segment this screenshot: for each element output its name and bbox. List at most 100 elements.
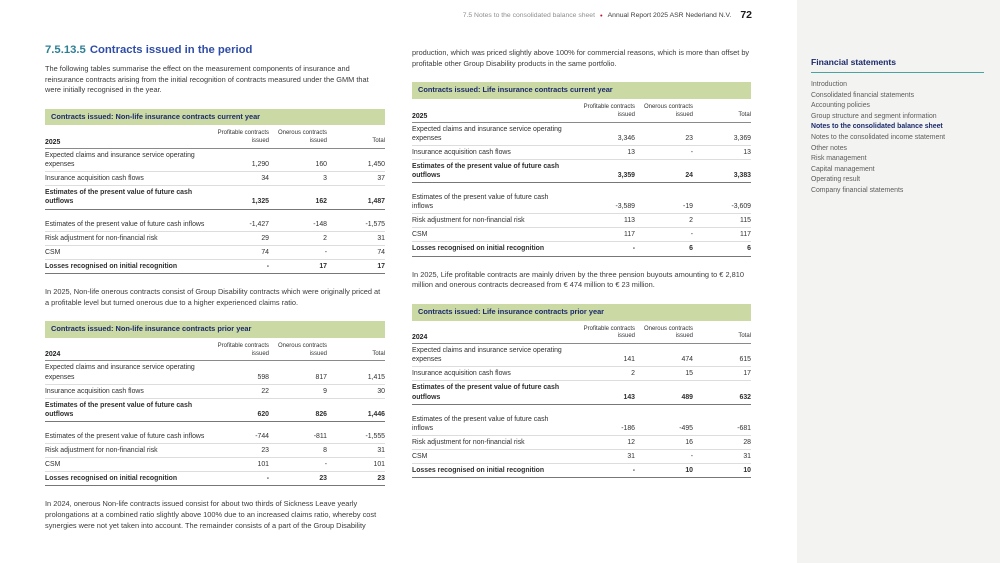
cell-value: 37	[377, 175, 385, 183]
column-header: Profitable contracts issued	[217, 130, 269, 145]
content-column-right: production, which was priced slightly ab…	[412, 48, 751, 491]
table-spacer	[412, 405, 751, 413]
column-header: Total	[372, 138, 385, 145]
cell-value: 598	[257, 373, 270, 381]
table-title: Contracts issued: Non-life insurance con…	[45, 108, 385, 126]
column-header: Total	[372, 350, 385, 357]
row-label: Losses recognised on initial recognition	[45, 475, 178, 483]
sidebar-item-introduction[interactable]: Introduction	[811, 81, 848, 88]
sidebar-item-notes-to-the-consolidated-income-statement[interactable]: Notes to the consolidated income stateme…	[811, 133, 946, 141]
cell-value: -	[690, 452, 693, 460]
sidebar-item-company-financial-statements[interactable]: Company financial statements	[811, 186, 904, 194]
row-label: Estimates of the present value of future…	[45, 401, 193, 418]
row-label: Insurance acquisition cash flows	[412, 370, 511, 378]
table-spacer	[45, 422, 385, 430]
report-title: Annual Report 2025 ASR Nederland N.V.	[607, 11, 732, 19]
content-column-left: 7.5.13.5 Contracts issued in the period T…	[45, 44, 385, 544]
cell-value: 3,383	[733, 171, 751, 179]
table-row: Risk adjustment for non-financial risk 23…	[45, 444, 385, 459]
row-label: Risk adjustment for non-financial risk	[45, 234, 158, 242]
cell-value: 34	[261, 175, 269, 183]
sidebar-items: Introduction Consolidated financial state…	[811, 80, 984, 197]
row-label: Estimates of the present value of future…	[45, 189, 193, 206]
table-header-row: 2024 Profitable contracts issued Onerous c…	[45, 338, 385, 362]
sidebar-item-risk-management[interactable]: Risk management	[811, 155, 867, 163]
cell-value: 3	[323, 175, 327, 183]
sidebar-item-operating-result[interactable]: Operating result	[811, 176, 861, 184]
cell-value: 101	[373, 461, 386, 469]
cell-value: 620	[257, 410, 270, 418]
cell-value: 1,450	[367, 161, 385, 169]
life-2025-note: In 2025, Life profitable contracts are m…	[412, 269, 744, 290]
table-row: Estimates of the present value of future…	[45, 430, 385, 445]
sidebar-item-other-notes[interactable]: Other notes	[811, 144, 848, 152]
sidebar-item-consolidated-financial-statements[interactable]: Consolidated financial statements	[811, 91, 915, 99]
cell-value: -1,575	[365, 220, 385, 228]
cell-value: 31	[377, 234, 385, 242]
cell-value: -	[690, 231, 693, 239]
cell-value: 17	[319, 262, 327, 270]
row-label: Expected claims and insurance service op…	[45, 152, 195, 169]
cell-value: 22	[261, 387, 269, 395]
page-number: 72	[740, 9, 752, 21]
row-label: CSM	[45, 248, 61, 256]
cell-value: 2	[323, 234, 327, 242]
cell-value: 23	[377, 475, 385, 483]
column-header: Onerous contracts issued	[277, 130, 327, 145]
cell-value: 1,415	[367, 373, 385, 381]
row-label: Estimates of the present value of future…	[45, 433, 205, 441]
row-label: CSM	[412, 231, 428, 239]
cell-value: -	[632, 245, 635, 253]
cell-value: 3,346	[617, 134, 635, 142]
sidebar-item-notes-to-the-consolidated-balance-sheet[interactable]: Notes to the consolidated balance sheet	[811, 123, 943, 131]
cell-value: -148	[313, 220, 327, 228]
table-row: CSM 74 - 74	[45, 246, 385, 260]
table-header-row: 2025 Profitable contracts issued Onerous c…	[412, 99, 751, 123]
cell-value: 141	[623, 356, 636, 364]
cell-value: 29	[261, 234, 269, 242]
cell-value: -	[632, 467, 635, 475]
table-row: Estimates of the present value of future…	[412, 191, 751, 215]
cell-value: -3,609	[731, 203, 751, 211]
cell-value: 115	[740, 217, 751, 225]
table-title: Contracts issued: Life insurance contrac…	[412, 303, 751, 321]
cell-value: 2	[631, 370, 635, 378]
table-row: Losses recognised on initial recognition…	[412, 242, 751, 257]
table-year-label: 2025	[45, 139, 61, 146]
column-header: Onerous contracts issued	[643, 103, 693, 118]
cell-value: 2	[689, 217, 693, 225]
table-row: Losses recognised on initial recognition…	[45, 472, 385, 487]
table-row: Expected claims and insurance service op…	[45, 149, 385, 173]
sidebar-title: Financial statements	[811, 57, 984, 73]
row-label: Estimates of the present value of future…	[412, 162, 560, 179]
sidebar-financial-statements: Financial statements Introduction Consoli…	[797, 0, 1000, 563]
cell-value: -744	[255, 433, 269, 441]
cell-value: 10	[743, 467, 751, 475]
table-year-label: 2024	[45, 351, 61, 359]
sidebar-item-group-structure-and-segment-information[interactable]: Group structure and segment information	[811, 112, 937, 120]
row-label: Losses recognised on initial recognition	[412, 245, 545, 253]
cell-value: 12	[627, 438, 635, 446]
table-header-row: 2024 Profitable contracts issued Onerous c…	[412, 321, 751, 345]
sidebar-item-capital-management[interactable]: Capital management	[811, 165, 875, 173]
cell-value: -	[324, 461, 327, 469]
table-row: Insurance acquisition cash flows 34 3 37	[45, 172, 385, 187]
cell-value: 13	[627, 148, 635, 156]
table-title: Contracts issued: Non-life insurance con…	[45, 321, 385, 338]
cell-value: 160	[315, 161, 328, 169]
table-header-row: 2025 Profitable contracts issued Onerous c…	[45, 125, 385, 149]
cell-value: 632	[739, 393, 752, 401]
table-nonlife-prior-year: Contracts issued: Non-life insurance con…	[45, 321, 386, 487]
section-heading: 7.5.13.5 Contracts issued in the period	[45, 44, 385, 57]
row-label: Estimates of the present value of future…	[412, 415, 549, 432]
column-header: Profitable contracts issued	[583, 103, 635, 118]
breadcrumb[interactable]: 7.5 Notes to the consolidated balance sh…	[462, 11, 595, 19]
cell-value: 817	[315, 373, 328, 381]
cell-value: -	[266, 262, 269, 270]
table-title: Contracts issued: Life insurance contrac…	[412, 82, 751, 99]
column-header: Onerous contracts issued	[643, 325, 693, 340]
cell-value: 8	[323, 447, 327, 455]
cell-value: 826	[315, 410, 328, 418]
cell-value: 6	[689, 245, 693, 253]
sidebar-item-accounting-policies[interactable]: Accounting policies	[811, 102, 870, 110]
